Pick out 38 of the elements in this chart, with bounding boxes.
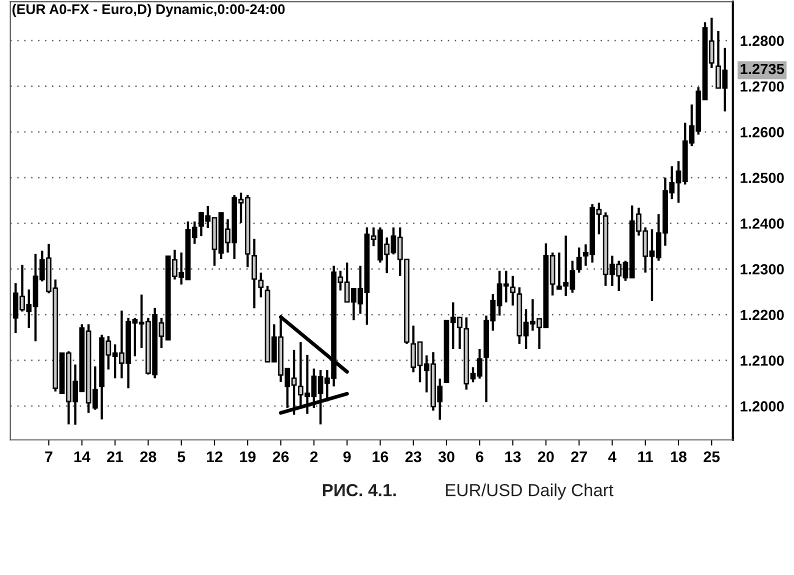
x-tick-label: 13: [505, 451, 521, 462]
x-tick-label: 6: [476, 451, 484, 462]
y-tick-label: 1.2400: [740, 218, 784, 229]
x-tick-label: 2: [310, 451, 318, 462]
y-tick-label: 1.2100: [740, 355, 784, 366]
x-tick-label: 14: [74, 452, 90, 462]
x-tick-label: 9: [343, 451, 351, 462]
text: 1.2735: [740, 64, 784, 74]
candlestick: [576, 246, 582, 274]
y-tick-label: 1.2600: [740, 127, 784, 138]
x-tick-label: 7: [45, 452, 52, 462]
candlestick: [252, 238, 257, 310]
text: EUR/USD Daily Chart: [446, 484, 614, 500]
x-tick-label: 25: [704, 451, 720, 462]
x-tick-label: 26: [272, 451, 289, 462]
y-tick-label: 1.2200: [740, 310, 784, 320]
y-tick-label: 1.2700: [740, 81, 784, 92]
x-tick-label: 5: [178, 452, 186, 462]
x-tick-label: 28: [140, 451, 156, 462]
y-tick-label: 1.2500: [740, 172, 784, 184]
y-tick-label: 1.2300: [740, 264, 784, 274]
x-tick-label: 20: [538, 451, 554, 462]
x-tick-label: 21: [107, 451, 124, 462]
x-tick-label: 18: [670, 451, 687, 462]
chart-title: (EUR A0-FX - Euro,D) Dynamic,0:00-24:00: [12, 4, 285, 17]
x-tick-label: 16: [372, 451, 388, 462]
y-tick-label: 1.2800: [740, 36, 784, 46]
x-tick-label: 23: [405, 451, 422, 462]
x-tick-label: 19: [240, 451, 256, 462]
x-tick-label: 30: [438, 451, 454, 462]
x-tick-label: 12: [206, 451, 222, 462]
candlestick: [258, 272, 264, 298]
x-tick-label: 4: [608, 452, 616, 462]
candlestick: [510, 274, 516, 307]
y-tick-label: 1.2000: [740, 401, 784, 412]
text: РИС. 4.1.: [322, 484, 396, 496]
x-tick-label: 27: [571, 451, 587, 462]
x-tick-label: 11: [638, 452, 654, 462]
